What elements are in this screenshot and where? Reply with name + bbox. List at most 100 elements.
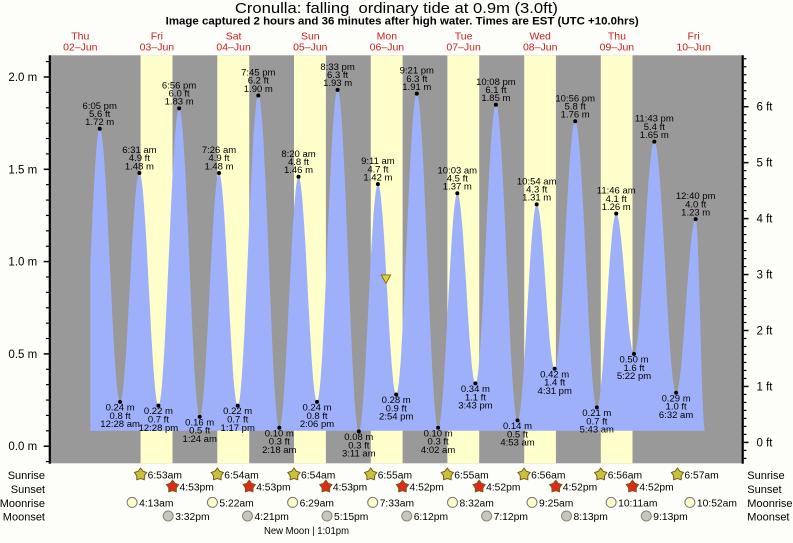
svg-text:1.48 m: 1.48 m (204, 161, 233, 172)
svg-text:Sunrise: Sunrise (8, 470, 45, 482)
svg-text:Moonset: Moonset (3, 511, 45, 523)
svg-text:5.4 ft: 5.4 ft (644, 122, 665, 133)
svg-text:New Moon | 1:01pm: New Moon | 1:01pm (264, 525, 349, 537)
svg-text:12:28 pm: 12:28 pm (139, 423, 179, 434)
svg-text:11:46 am: 11:46 am (597, 186, 636, 197)
svg-text:Fri: Fri (687, 31, 699, 43)
svg-text:1.6 ft: 1.6 ft (623, 363, 644, 374)
svg-text:4.5 ft: 4.5 ft (447, 174, 468, 185)
svg-text:2 ft: 2 ft (757, 326, 774, 338)
svg-text:Wed: Wed (529, 31, 551, 43)
svg-text:1.0 m: 1.0 m (8, 257, 37, 269)
svg-text:Sun: Sun (301, 31, 320, 43)
svg-text:6.1 ft: 6.1 ft (485, 85, 506, 96)
svg-text:10–Jun: 10–Jun (676, 42, 711, 54)
svg-text:2:06 pm: 2:06 pm (300, 419, 334, 430)
svg-text:3:43 pm: 3:43 pm (458, 401, 492, 412)
svg-text:8:13pm: 8:13pm (574, 512, 608, 523)
svg-text:07–Jun: 07–Jun (446, 42, 481, 54)
svg-text:0.42 m: 0.42 m (540, 369, 569, 380)
svg-text:10:54 am: 10:54 am (517, 177, 557, 188)
svg-text:1.76 m: 1.76 m (561, 110, 590, 121)
svg-text:4:02 am: 4:02 am (421, 445, 455, 456)
svg-text:6.2 ft: 6.2 ft (248, 76, 269, 87)
svg-text:6.3 ft: 6.3 ft (327, 70, 348, 81)
svg-text:6:12pm: 6:12pm (414, 512, 448, 523)
svg-text:1.23 m: 1.23 m (681, 207, 710, 218)
svg-text:04–Jun: 04–Jun (216, 42, 251, 54)
svg-text:10:52am: 10:52am (697, 499, 737, 510)
svg-text:Fri: Fri (151, 31, 163, 43)
svg-text:7:12pm: 7:12pm (494, 512, 528, 523)
svg-text:0.8 ft: 0.8 ft (110, 411, 131, 422)
svg-text:1.0 ft: 1.0 ft (666, 402, 687, 413)
svg-text:0.7 ft: 0.7 ft (227, 415, 248, 426)
svg-text:Sunset: Sunset (747, 484, 781, 496)
svg-text:8:33 pm: 8:33 pm (320, 62, 354, 73)
svg-text:5.8 ft: 5.8 ft (565, 102, 586, 113)
svg-text:6:29am: 6:29am (300, 499, 334, 510)
svg-text:0.3 ft: 0.3 ft (269, 437, 290, 448)
svg-text:1.83 m: 1.83 m (165, 97, 194, 108)
svg-text:10:03 am: 10:03 am (437, 165, 477, 176)
svg-text:4:53pm: 4:53pm (180, 482, 214, 493)
svg-text:7:45 pm: 7:45 pm (241, 68, 275, 79)
svg-text:1 ft: 1 ft (757, 381, 774, 393)
svg-text:5:22 pm: 5:22 pm (617, 371, 651, 382)
svg-text:0.5 m: 0.5 m (8, 349, 37, 361)
svg-text:3 ft: 3 ft (757, 270, 774, 282)
svg-text:06–Jun: 06–Jun (370, 42, 405, 54)
svg-text:5:22am: 5:22am (219, 499, 253, 510)
svg-text:09–Jun: 09–Jun (600, 42, 635, 54)
svg-text:0.34 m: 0.34 m (461, 384, 490, 395)
svg-text:0.10 m: 0.10 m (265, 428, 294, 439)
svg-text:1.91 m: 1.91 m (402, 82, 431, 93)
svg-text:Sat: Sat (226, 31, 242, 43)
svg-text:0.7 ft: 0.7 ft (148, 415, 169, 426)
svg-text:6:56am: 6:56am (608, 471, 642, 482)
svg-text:8:20 am: 8:20 am (281, 149, 315, 160)
svg-text:6:32 am: 6:32 am (659, 410, 693, 421)
svg-text:4.0 ft: 4.0 ft (685, 199, 706, 210)
svg-text:0.21 m: 0.21 m (582, 408, 611, 419)
svg-text:0.7 ft: 0.7 ft (586, 416, 607, 427)
svg-text:6:57am: 6:57am (684, 471, 718, 482)
svg-text:Sunset: Sunset (11, 484, 45, 496)
svg-text:6.3 ft: 6.3 ft (406, 74, 427, 85)
svg-text:4 ft: 4 ft (757, 214, 774, 226)
svg-text:4:53pm: 4:53pm (333, 482, 367, 493)
svg-text:0 ft: 0 ft (757, 437, 774, 449)
svg-text:4:52pm: 4:52pm (410, 482, 444, 493)
svg-text:9:21 pm: 9:21 pm (400, 66, 434, 77)
svg-text:4:21pm: 4:21pm (255, 512, 289, 523)
svg-text:10:11am: 10:11am (618, 499, 657, 510)
svg-text:0.3 ft: 0.3 ft (428, 437, 449, 448)
svg-text:1.5 m: 1.5 m (8, 164, 37, 176)
svg-text:4:52pm: 4:52pm (563, 482, 597, 493)
svg-text:08–Jun: 08–Jun (523, 42, 558, 54)
svg-text:1.85 m: 1.85 m (481, 93, 510, 104)
svg-text:4:53 am: 4:53 am (500, 438, 534, 449)
svg-text:1.31 m: 1.31 m (522, 193, 551, 204)
svg-text:1.37 m: 1.37 m (443, 182, 472, 193)
svg-text:Mon: Mon (377, 31, 398, 43)
svg-text:5:15pm: 5:15pm (334, 512, 368, 523)
svg-text:6:31 am: 6:31 am (122, 145, 156, 156)
svg-text:Image captured 2 hours and 36: Image captured 2 hours and 36 minutes af… (166, 15, 639, 27)
svg-text:0.08 m: 0.08 m (344, 432, 373, 443)
svg-text:10:56 pm: 10:56 pm (555, 93, 595, 104)
svg-text:10:08 pm: 10:08 pm (476, 77, 516, 88)
svg-text:Tue: Tue (455, 31, 473, 43)
svg-text:1.42 m: 1.42 m (363, 172, 392, 183)
svg-text:Thu: Thu (608, 31, 626, 43)
svg-text:9:13pm: 9:13pm (653, 512, 687, 523)
svg-text:0.14 m: 0.14 m (503, 421, 532, 432)
svg-text:12:40 pm: 12:40 pm (676, 191, 716, 202)
svg-text:6 ft: 6 ft (757, 102, 774, 114)
svg-text:4.7 ft: 4.7 ft (367, 164, 388, 175)
svg-text:6:56am: 6:56am (531, 471, 565, 482)
svg-text:0.50 m: 0.50 m (619, 355, 648, 366)
svg-text:1.4 ft: 1.4 ft (544, 378, 565, 389)
svg-text:1.1 ft: 1.1 ft (465, 392, 486, 403)
svg-text:9:25am: 9:25am (539, 499, 573, 510)
